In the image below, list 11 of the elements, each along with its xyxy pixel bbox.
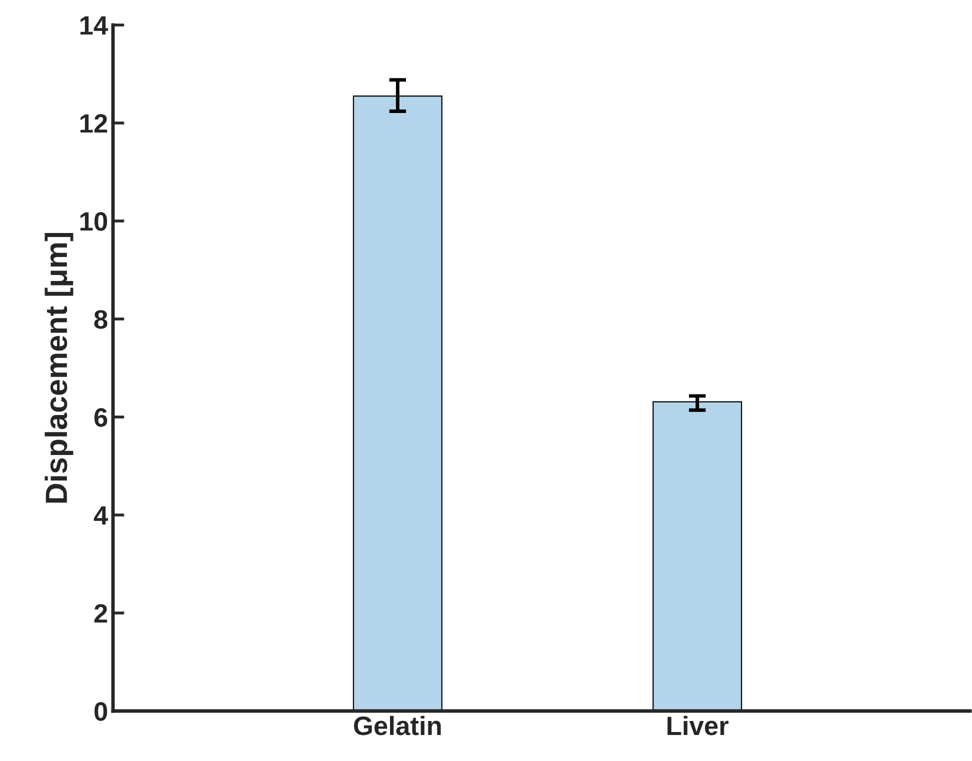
y-tick-label: 14 <box>80 16 108 35</box>
x-tick-label: Gelatin <box>354 716 441 736</box>
y-tick-label: 6 <box>94 408 108 427</box>
y-tick-label: 10 <box>80 212 108 231</box>
y-axis-title: Displacement [μm] <box>44 233 74 503</box>
y-tick-label: 8 <box>94 310 108 329</box>
y-tick-label: 4 <box>94 506 108 525</box>
x-tick-label: Liver <box>668 716 728 736</box>
y-tick-label: 12 <box>80 114 108 133</box>
y-tick-label: 0 <box>94 702 108 721</box>
y-tick-label: 2 <box>94 604 108 623</box>
